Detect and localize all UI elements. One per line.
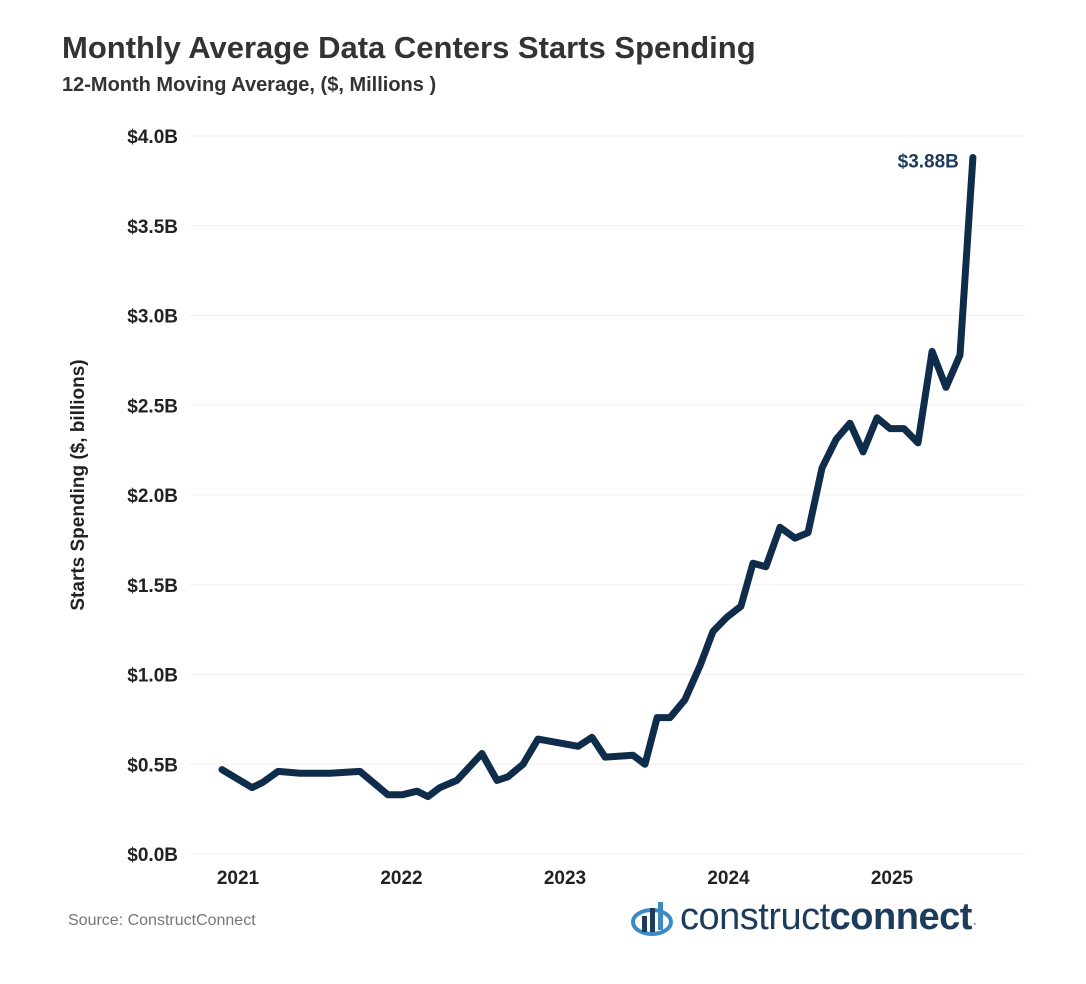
data-label-annotation: $3.88B (898, 152, 959, 173)
x-tick-label: 2021 (217, 868, 260, 889)
x-tick-label: 2024 (707, 868, 750, 889)
series-line (218, 154, 977, 801)
chart-title: Monthly Average Data Centers Starts Spen… (62, 30, 756, 65)
chart-subtitle: 12-Month Moving Average, ($, Millions ) (62, 74, 437, 96)
constructconnect-logo: construct connect. (630, 896, 977, 939)
logo-bars-icon (631, 901, 673, 936)
y-tick-label: $0.5B (127, 755, 178, 776)
y-tick-label: $0.0B (127, 845, 178, 866)
y-tick-label: $3.5B (127, 217, 178, 238)
source-note: Source: ConstructConnect (68, 912, 256, 929)
y-tick-label: $4.0B (127, 127, 178, 148)
y-tick-label: $1.0B (127, 666, 178, 687)
x-tick-label: 2025 (871, 868, 914, 889)
y-tick-label: $2.5B (127, 396, 178, 417)
logo-text-connect: connect (829, 896, 973, 938)
x-tick-label: 2022 (380, 868, 422, 889)
y-axis-label: Starts Spending ($, billions) (68, 359, 89, 610)
logo-text-construct: construct (680, 896, 830, 938)
x-tick-label: 2023 (544, 868, 586, 889)
y-tick-label: $1.5B (127, 576, 178, 597)
y-tick-label: $3.0B (127, 307, 178, 328)
y-tick-label: $2.0B (127, 486, 178, 507)
logo-dot: . (971, 908, 978, 930)
